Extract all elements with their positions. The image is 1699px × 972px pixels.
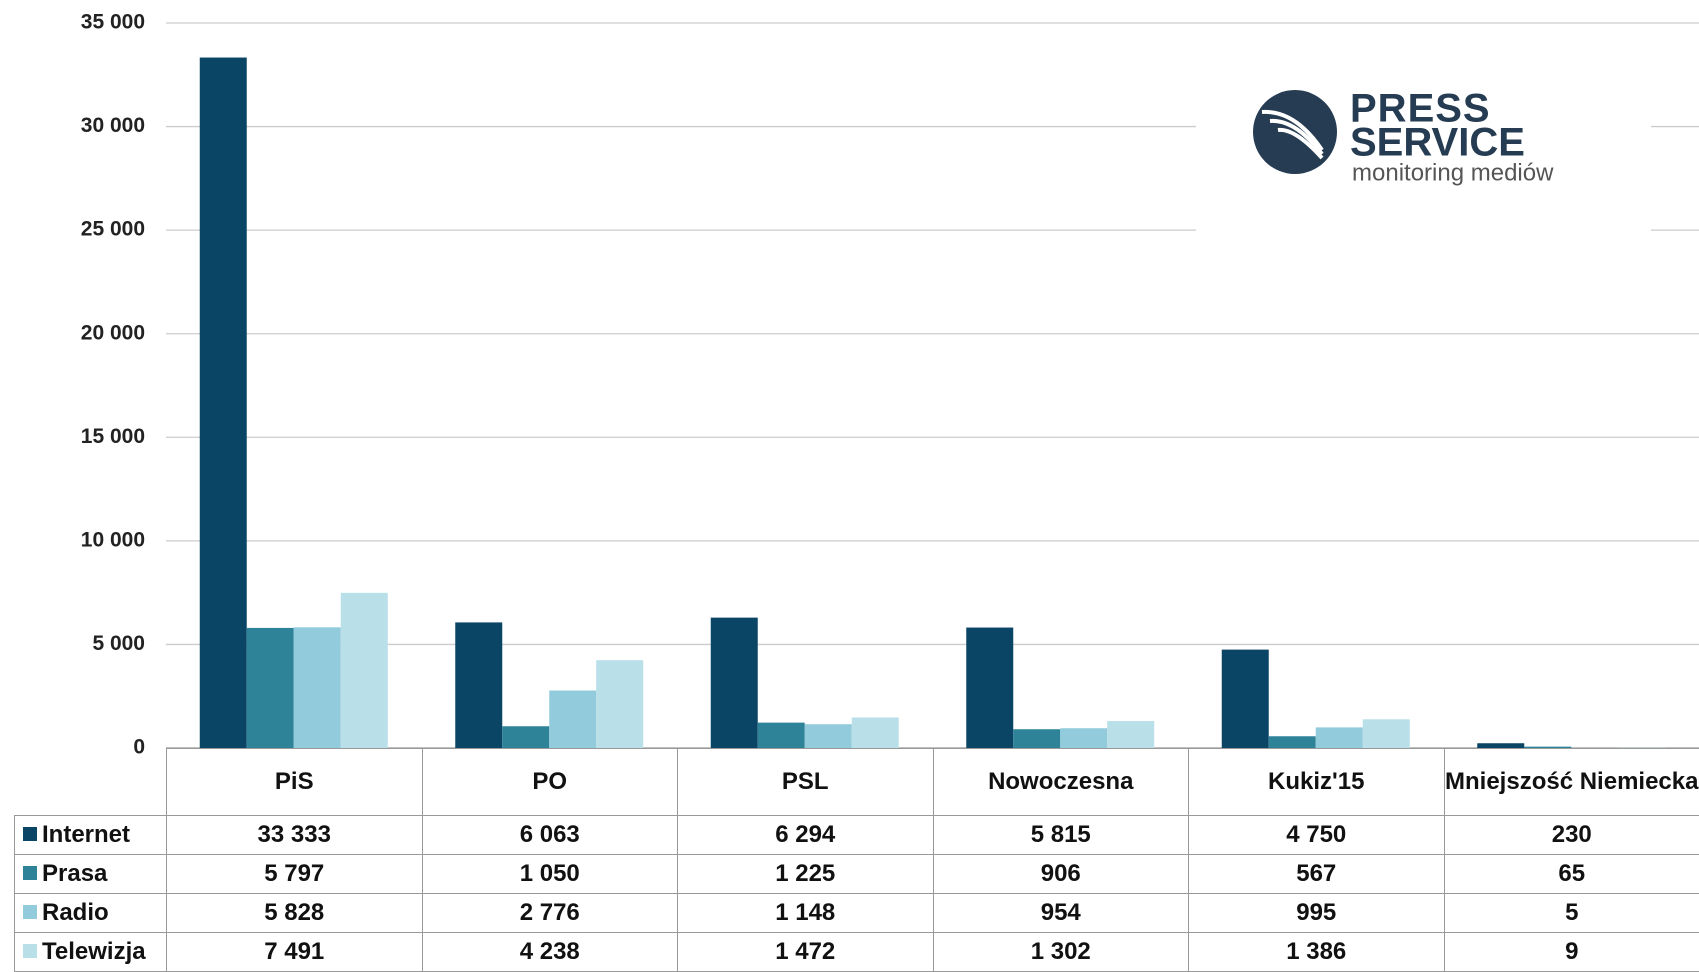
legend-label: Prasa [42,860,107,887]
blank-cell [15,749,167,816]
value-cell: 995 [1189,894,1445,933]
legend-cell: Telewizja [15,933,167,972]
value-cell: 1 386 [1189,933,1445,972]
bar [1363,719,1410,748]
y-tick-label: 5 000 [92,632,145,655]
bar [1316,727,1363,748]
bar [1060,728,1107,748]
bar [758,723,805,748]
bar [966,628,1013,748]
value-cell: 5 797 [167,855,423,894]
y-tick-label: 25 000 [81,218,145,241]
value-cell: 4 750 [1189,816,1445,855]
legend-cell: Internet [15,816,167,855]
bar [852,718,899,748]
bar [711,618,758,748]
value-cell: 6 063 [422,816,678,855]
legend-label: Telewizja [42,938,146,965]
bar [247,628,294,748]
value-cell: 5 828 [167,894,423,933]
y-tick-label: 35 000 [81,11,145,34]
category-label: Kukiz'15 [1189,749,1445,816]
value-cell: 65 [1444,855,1699,894]
logo-mark [1253,90,1337,174]
y-tick-label: 20 000 [81,321,145,344]
bar [1222,650,1269,748]
bar [1107,721,1154,748]
legend-swatch [23,944,37,958]
value-cell: 6 294 [678,816,934,855]
value-cell: 5 815 [933,816,1189,855]
value-cell: 1 302 [933,933,1189,972]
bar [200,58,247,748]
value-cell: 2 776 [422,894,678,933]
bar [805,724,852,748]
category-label: PiS [167,749,423,816]
bar [341,593,388,748]
bar [1013,729,1060,748]
y-tick-label: 15 000 [81,425,145,448]
value-cell: 1 225 [678,855,934,894]
legend-swatch [23,866,37,880]
value-cell: 954 [933,894,1189,933]
y-tick-label: 30 000 [81,114,145,137]
y-tick-label: 10 000 [81,528,145,551]
bar [1269,736,1316,748]
value-cell: 567 [1189,855,1445,894]
value-cell: 7 491 [167,933,423,972]
category-label: PO [422,749,678,816]
value-cell: 1 050 [422,855,678,894]
value-cell: 4 238 [422,933,678,972]
bar [596,660,643,748]
legend-swatch [23,905,37,919]
bar [549,690,596,748]
value-cell: 906 [933,855,1189,894]
legend-label: Internet [42,821,130,848]
legend-swatch [23,827,37,841]
value-cell: 230 [1444,816,1699,855]
logo-text: SERVICE [1350,121,1525,165]
category-label: Nowoczesna [933,749,1189,816]
legend-cell: Radio [15,894,167,933]
value-cell: 33 333 [167,816,423,855]
logo-tagline: monitoring mediów [1352,159,1554,186]
legend-cell: Prasa [15,855,167,894]
value-cell: 9 [1444,933,1699,972]
bar [294,627,341,748]
category-label: Mniejszość Niemiecka [1444,749,1699,816]
legend-label: Radio [42,899,109,926]
value-cell: 1 472 [678,933,934,972]
bar [502,726,549,748]
category-label: PSL [678,749,934,816]
bar [455,622,502,748]
value-cell: 5 [1444,894,1699,933]
value-cell: 1 148 [678,894,934,933]
